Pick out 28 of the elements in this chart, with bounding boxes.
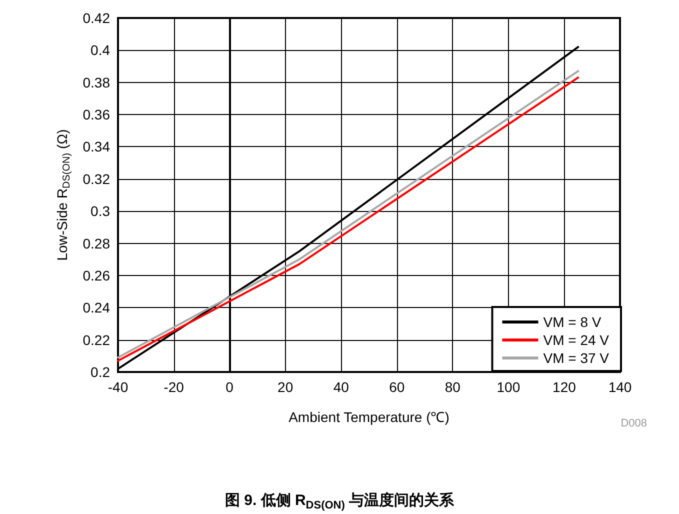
x-tick-label: 120 xyxy=(552,379,576,395)
x-tick-label: 140 xyxy=(608,379,632,395)
x-tick-label: 0 xyxy=(226,379,234,395)
y-tick-label: 0.2 xyxy=(90,364,110,380)
y-tick-label: 0.32 xyxy=(82,170,110,187)
y-tick-label: 0.36 xyxy=(82,106,110,123)
y-tick-label: 0.34 xyxy=(82,138,110,155)
x-tick-label: -20 xyxy=(164,379,184,395)
y-tick-label: 0.26 xyxy=(82,267,110,284)
x-tick-label: 40 xyxy=(333,379,350,395)
x-tick-label: 60 xyxy=(389,379,405,395)
x-tick-label: 80 xyxy=(444,379,461,395)
y-tick-label: 0.38 xyxy=(82,74,110,90)
x-tick-label: 100 xyxy=(496,379,520,395)
y-tick-label: 0.28 xyxy=(82,235,110,252)
y-tick-label: 0.3 xyxy=(90,203,110,220)
y-axis-title: Low-Side RDS(ON) (Ω) xyxy=(54,129,72,261)
legend-label: VM = 37 V xyxy=(543,350,610,366)
text: D008 xyxy=(620,418,647,430)
y-tick-label: 0.42 xyxy=(82,10,110,26)
legend-label: VM = 8 V xyxy=(543,314,602,330)
y-tick-label: 0.22 xyxy=(82,332,110,348)
legend-label: VM = 24 V xyxy=(543,332,610,348)
x-axis-title: Ambient Temperature (℃) xyxy=(288,409,450,425)
x-tick-label: 20 xyxy=(278,379,294,395)
x-tick-label: -40 xyxy=(108,379,128,395)
y-tick-label: 0.4 xyxy=(90,42,110,58)
y-tick-label: 0.24 xyxy=(82,300,110,316)
